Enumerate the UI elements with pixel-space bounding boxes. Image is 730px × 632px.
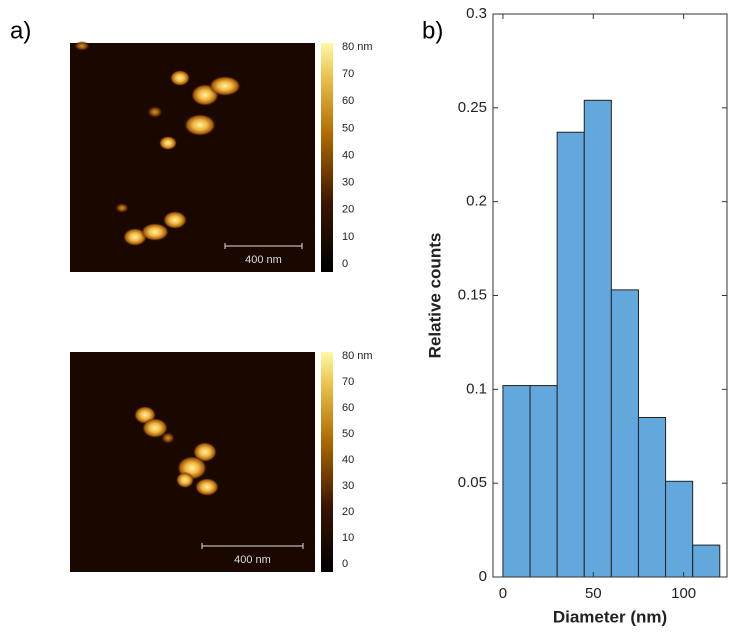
bar (502, 385, 531, 578)
particle (147, 106, 163, 118)
particle (142, 418, 168, 438)
colorbar-label: 60 (342, 402, 354, 414)
colorbar-label: 70 (342, 376, 354, 388)
particle (123, 228, 147, 246)
colorbar-label: 40 (342, 454, 354, 466)
x-tick-label: 0 (499, 585, 507, 602)
y-tick-label: 0.05 (458, 474, 487, 491)
colorbar-label: 80 nm (342, 350, 373, 362)
particle (209, 76, 241, 96)
colorbar-label: 20 (342, 204, 354, 216)
colorbar-label: 10 (342, 231, 354, 243)
colorbar-label: 50 (342, 122, 354, 134)
colorbar (321, 352, 333, 572)
y-tick-label: 0.15 (458, 286, 487, 303)
panel-label: a) (10, 17, 31, 44)
bar (583, 99, 612, 578)
afm-image (70, 43, 315, 272)
colorbar-label: 50 (342, 428, 354, 440)
y-tick-label: 0 (479, 568, 487, 585)
particle (195, 478, 219, 496)
bar (529, 385, 558, 578)
colorbar-label: 80 nm (342, 41, 373, 53)
panel-label: b) (422, 17, 443, 44)
scale-bar-label: 400 nm (245, 254, 282, 266)
particle (163, 211, 187, 229)
particle (141, 223, 169, 241)
bar (637, 416, 667, 578)
colorbar-label: 30 (342, 177, 354, 189)
y-tick-label: 0.25 (458, 99, 487, 116)
colorbar-label: 0 (342, 258, 348, 270)
bar (692, 544, 721, 578)
x-axis-label: Diameter (nm) (553, 607, 667, 626)
colorbar-label: 10 (342, 532, 354, 544)
bar (556, 131, 585, 578)
particle (176, 472, 194, 488)
particle (159, 136, 177, 150)
particle (170, 70, 190, 86)
y-tick-label: 0.1 (466, 380, 487, 397)
particle (74, 41, 90, 51)
bar (610, 289, 639, 578)
particle (193, 442, 217, 462)
x-tick-label: 100 (671, 585, 696, 602)
colorbar (321, 43, 333, 272)
y-axis-label: Relative counts (425, 233, 444, 359)
particle (115, 203, 129, 213)
particle (184, 114, 216, 136)
x-tick-label: 50 (585, 585, 602, 602)
colorbar-label: 20 (342, 506, 354, 518)
bar (665, 480, 694, 578)
colorbar-label: 70 (342, 68, 354, 80)
scale-bar-label: 400 nm (234, 554, 271, 566)
particle (161, 432, 175, 444)
y-tick-label: 0.2 (466, 193, 487, 210)
colorbar-label: 60 (342, 95, 354, 107)
colorbar-label: 0 (342, 558, 348, 570)
colorbar-label: 30 (342, 480, 354, 492)
y-tick-label: 0.3 (466, 5, 487, 22)
colorbar-label: 40 (342, 149, 354, 161)
